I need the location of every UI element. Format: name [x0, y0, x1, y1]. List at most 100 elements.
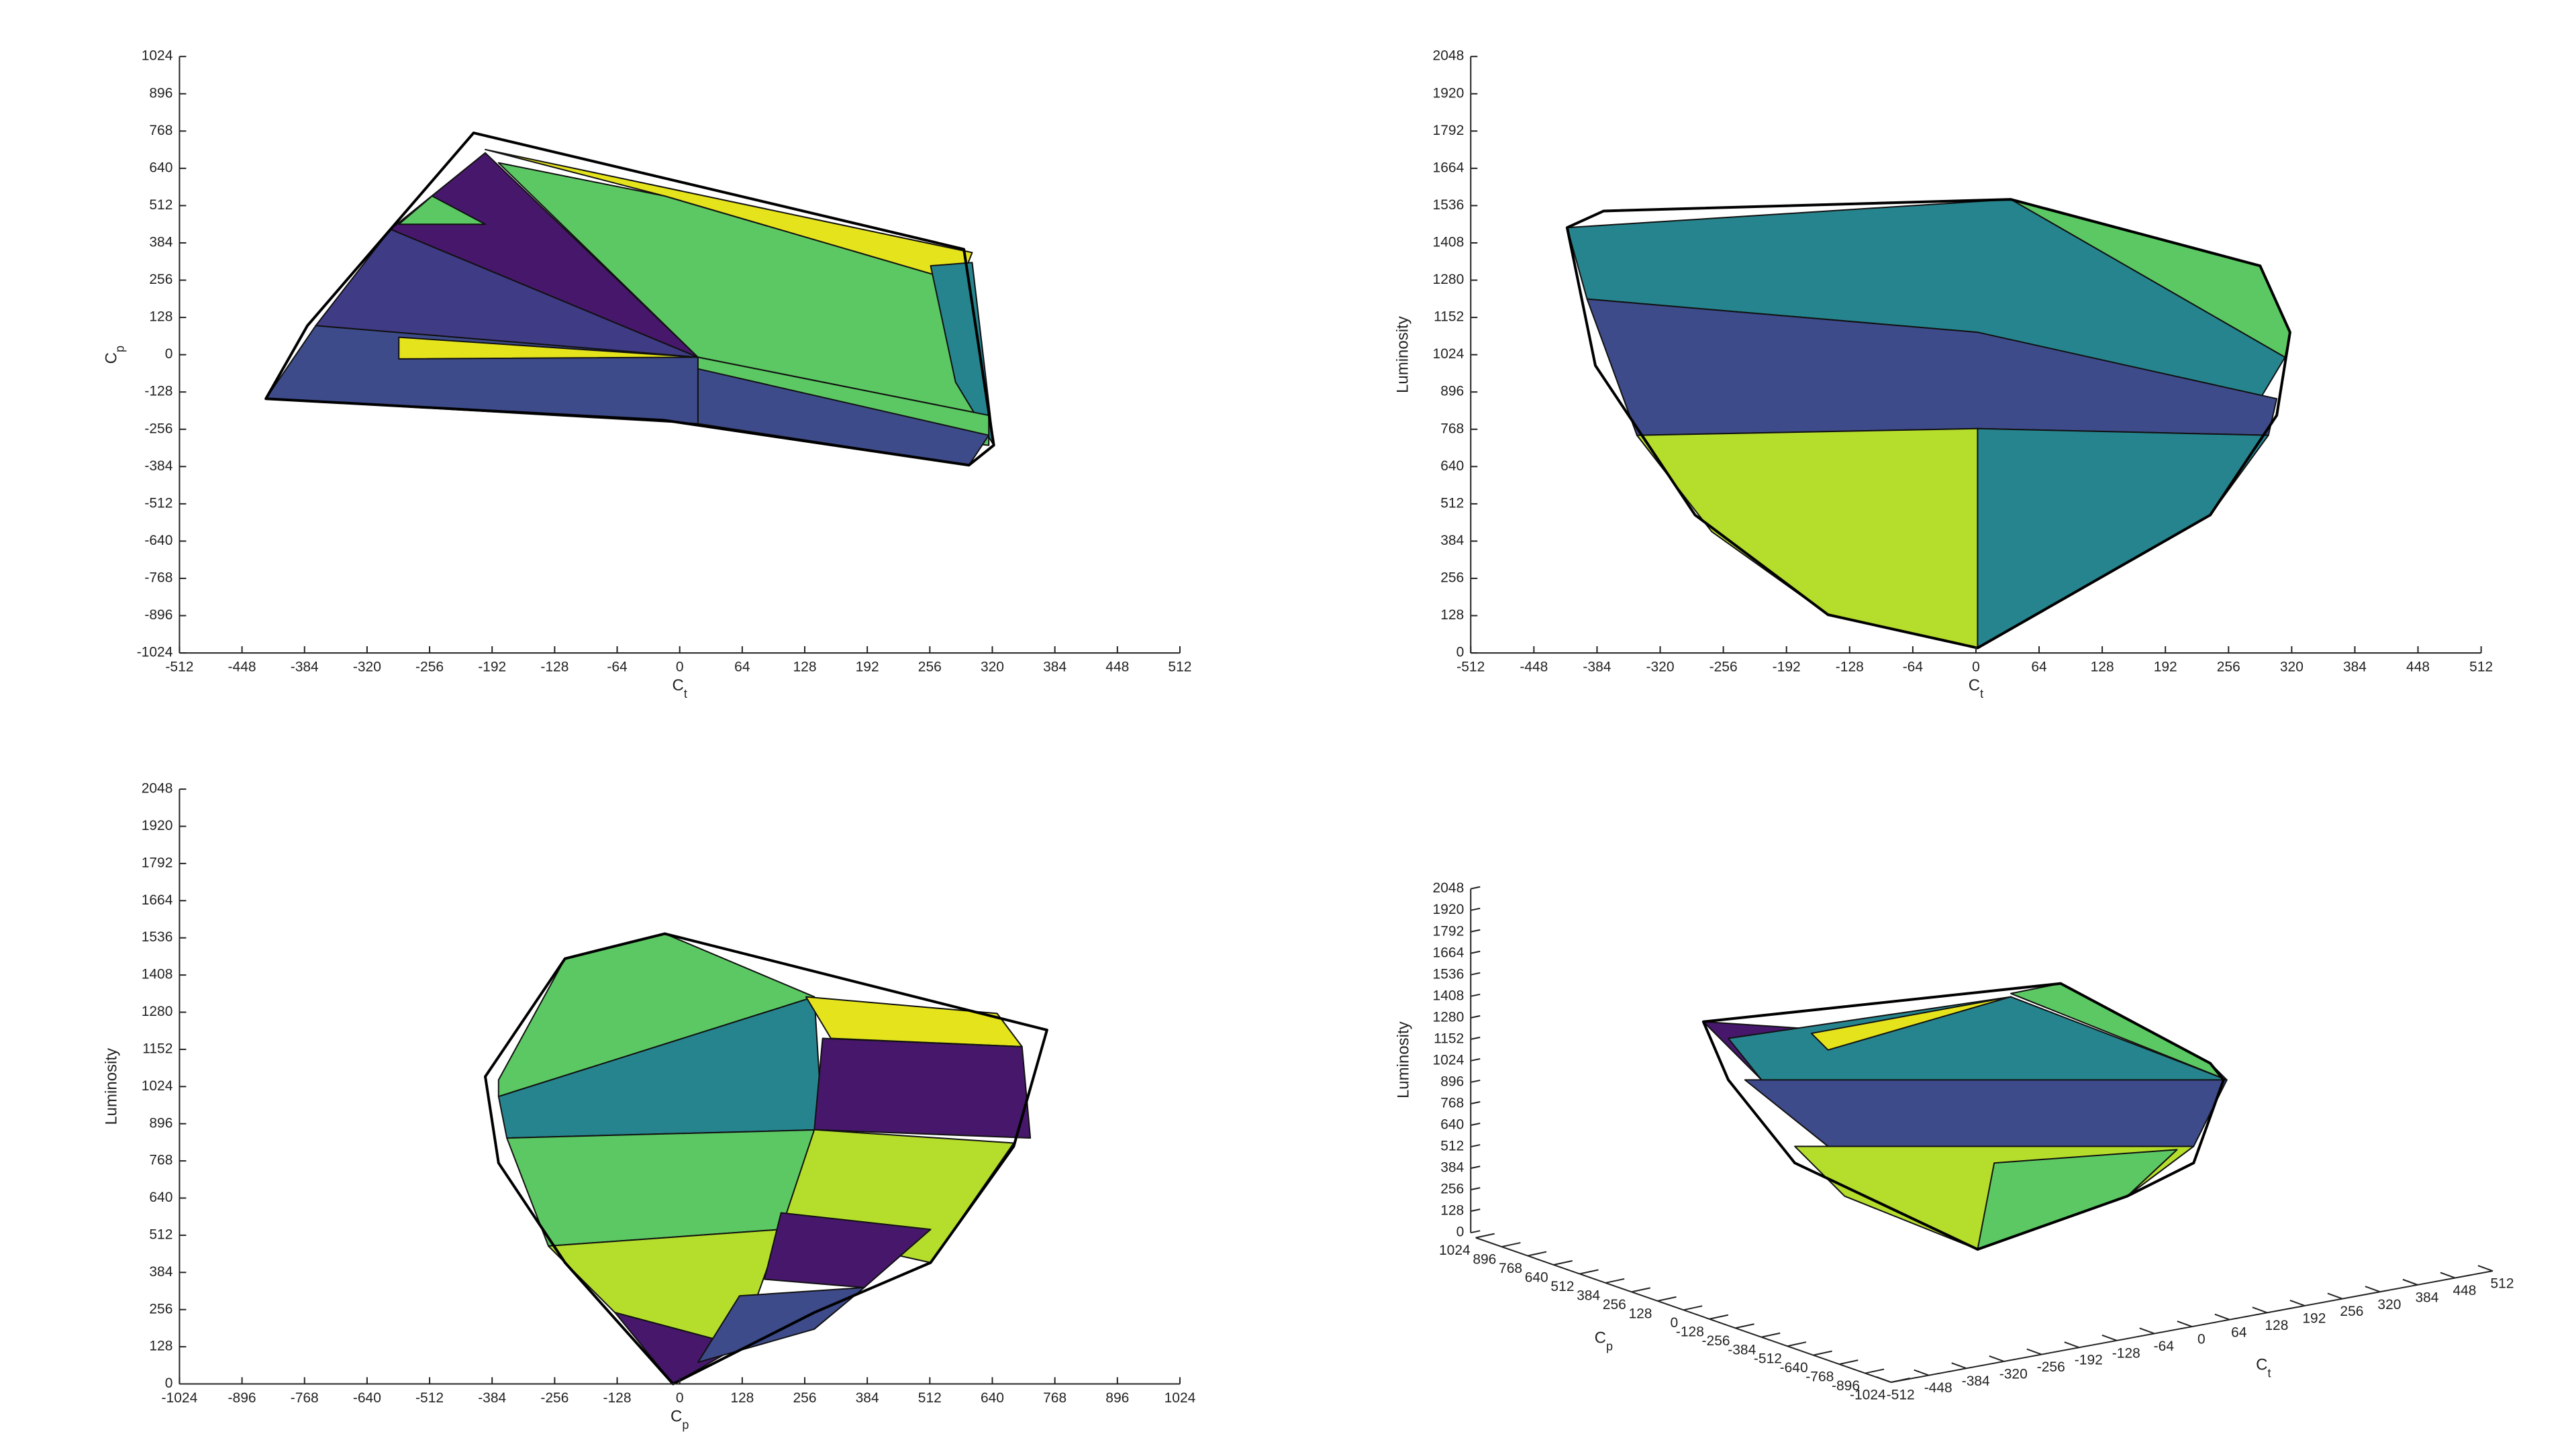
hull-outline: [264, 132, 995, 467]
x-tick-label: 256: [2217, 660, 2240, 675]
y-tick: [1579, 1269, 1599, 1275]
z-tick-label: 1024: [1433, 1052, 1465, 1068]
z-tick: [1471, 1057, 1481, 1062]
y-tick-label: 896: [1440, 384, 1464, 399]
x-tick-label: 256: [793, 1390, 816, 1406]
x-tick-label: 128: [2265, 1318, 2288, 1333]
x-tick-label: -256: [540, 1390, 568, 1406]
y-tick-label: 128: [149, 1339, 172, 1354]
y-tick-label: 512: [149, 197, 172, 213]
surface-facet: [1977, 1149, 2178, 1250]
y-tick-label: 640: [1525, 1270, 1548, 1286]
y-tick-label: 1024: [142, 48, 173, 64]
x-tick: [1989, 1355, 2005, 1362]
y-tick: [1865, 1368, 1885, 1374]
hull-outline: [1565, 198, 2291, 650]
z-tick: [1471, 886, 1481, 890]
x-tick-label: 512: [2490, 1276, 2514, 1292]
x-tick-label: -320: [353, 660, 381, 675]
y-tick-label: 768: [1440, 421, 1464, 436]
surface-facet: [398, 336, 699, 360]
z-tick-label: 1280: [1433, 1009, 1465, 1025]
surface-facet: [697, 1286, 865, 1363]
z-tick-label: 1664: [1433, 945, 1465, 960]
x-tick-label: -448: [1520, 660, 1548, 675]
axis-label: Luminosity: [1394, 316, 1412, 393]
hull-outline: [1701, 982, 2225, 1251]
axis-label: Cp: [1595, 1329, 1613, 1353]
x-tick-label: 128: [730, 1390, 754, 1406]
surface-facet: [398, 195, 486, 225]
x-tick-label: -448: [1924, 1380, 1952, 1396]
hull-outline: [483, 932, 1048, 1386]
x-tick-label: 384: [1043, 660, 1067, 675]
axis-label: Luminosity: [1395, 1021, 1413, 1098]
x-tick-label: 512: [1168, 660, 1191, 675]
y-tick: [1527, 1251, 1547, 1257]
surface-facet: [1636, 427, 1979, 649]
y-tick-label: 1024: [1433, 346, 1465, 362]
z-tick: [1471, 1015, 1481, 1019]
x-tick-label: 384: [2415, 1290, 2438, 1305]
z-tick: [1471, 1144, 1481, 1148]
x-tick: [2365, 1286, 2381, 1293]
x-tick-label: -512: [1456, 660, 1485, 675]
y-tick: [1761, 1332, 1781, 1338]
z-tick: [1471, 1166, 1481, 1170]
x-tick: [2477, 1265, 2493, 1272]
y-tick-label: -384: [144, 458, 172, 474]
x-tick-label: 640: [981, 1390, 1004, 1406]
x-tick-label: 320: [2280, 660, 2303, 675]
x-tick: [2327, 1292, 2343, 1300]
x-tick-label: -384: [478, 1390, 506, 1406]
y-tick: [1683, 1305, 1703, 1311]
y-tick-label: 128: [1628, 1306, 1652, 1321]
x-tick-label: -320: [1999, 1366, 2028, 1382]
surface-facet: [1977, 427, 2269, 649]
y-tick-label: 384: [149, 1264, 172, 1280]
z-tick: [1471, 993, 1481, 997]
y-tick-label: 1408: [1433, 235, 1465, 250]
x-tick-label: -256: [415, 660, 444, 675]
x-tick-label: -128: [1836, 660, 1864, 675]
x-tick-label: -320: [1646, 660, 1675, 675]
y-tick-label: 1280: [142, 1004, 173, 1019]
axis-label-main: C: [673, 676, 684, 694]
y-tick-label: 512: [149, 1227, 172, 1242]
y-tick-label: 1024: [1439, 1243, 1471, 1258]
y-tick-label: 512: [1440, 495, 1464, 511]
y-tick-label: 384: [149, 235, 172, 250]
x-tick-label: 896: [1105, 1390, 1129, 1406]
x-tick: [2440, 1272, 2456, 1279]
x-tick: [2177, 1321, 2193, 1328]
y-tick: [1501, 1242, 1521, 1248]
y-tick: [1631, 1287, 1651, 1293]
x-tick-label: 0: [1972, 660, 1980, 675]
x-tick-label: 256: [2340, 1304, 2363, 1319]
y-tick-label: 1792: [142, 855, 173, 870]
x-tick-label: -512: [1887, 1388, 1915, 1403]
x-tick-label: -256: [2037, 1359, 2065, 1375]
y-tick-label: -640: [144, 533, 172, 548]
z-tick: [1471, 907, 1481, 911]
y-tick-label: 384: [1577, 1288, 1600, 1303]
y-tick-label: 0: [165, 1376, 173, 1391]
x-tick-label: 512: [918, 1390, 942, 1406]
z-tick-label: 2048: [1433, 880, 1465, 896]
y-tick-label: -256: [144, 421, 172, 436]
x-tick-label: 64: [734, 660, 750, 675]
y-tick-label: 1408: [142, 967, 173, 982]
y-tick: [1709, 1314, 1729, 1320]
y-tick: [1735, 1323, 1754, 1329]
axis-label-sub: t: [1980, 687, 1983, 701]
y-tick-label: 0: [1456, 645, 1465, 660]
surface-facet: [506, 1129, 824, 1247]
x-tick-label: -128: [2112, 1345, 2140, 1361]
x-tick-label: 192: [2302, 1311, 2326, 1327]
x-tick: [1876, 1376, 1892, 1383]
y-tick-label: 1664: [1433, 160, 1465, 175]
x-tick-label: -384: [1583, 660, 1611, 675]
z-tick-label: 1920: [1433, 902, 1465, 917]
x-tick-label: -768: [291, 1390, 319, 1406]
x-tick-label: 512: [2469, 660, 2493, 675]
